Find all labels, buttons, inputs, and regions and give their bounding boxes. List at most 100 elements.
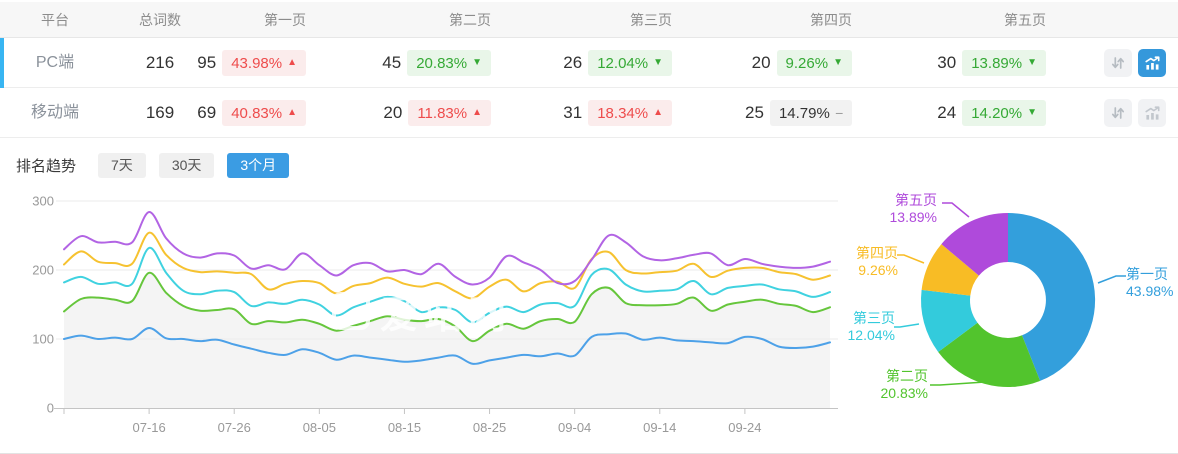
donut-label-name: 第五页 (895, 192, 937, 208)
table-header: 平台 总词数 第一页 第二页 第三页 第四页 第五页 (0, 2, 1178, 38)
donut-slice-page4[interactable] (921, 244, 979, 296)
page-percent-badge: 9.26% ▼ (776, 50, 852, 76)
page-percent-badge: 20.83% ▼ (407, 50, 491, 76)
x-tick-label: 09-14 (643, 420, 676, 435)
trend-down-icon: ▼ (1027, 57, 1037, 68)
donut-slice-page5[interactable] (941, 213, 1008, 276)
donut-label-name: 第四页 (856, 245, 898, 261)
page5-cell: 30 13.89% ▼ (856, 50, 1050, 76)
page-share-donut-chart (894, 202, 1126, 388)
row-actions (1050, 99, 1178, 127)
total-words-value: 216 (145, 53, 175, 72)
page-percent-badge: 18.34% ▲ (588, 100, 672, 126)
total-words-value: 169 (145, 103, 175, 122)
trend-line-page2 (63, 271, 831, 343)
row-actions (1050, 49, 1178, 77)
x-tick-label: 07-16 (132, 420, 165, 435)
page3-cell: 26 12.04% ▼ (495, 50, 676, 76)
page-percent-badge: 13.89% ▼ (962, 50, 1046, 76)
sort-updown-icon (1111, 57, 1125, 69)
trend-range-tab-0[interactable]: 7天 (98, 152, 146, 178)
x-tick-label: 08-05 (303, 420, 336, 435)
page-count: 24 (937, 103, 957, 122)
donut-label-page4: 第四页 9.26% (856, 245, 898, 278)
column-header-page1: 第一页 (264, 11, 306, 28)
sort-compare-button[interactable] (1104, 99, 1132, 127)
page-count: 20 (383, 103, 403, 122)
page-count: 20 (751, 53, 771, 72)
table-row-mobile[interactable]: 移动端 169 69 40.83% ▲ 20 11.83% ▲ 31 18.34% ▲ 25 14.79… (0, 88, 1178, 138)
page5-cell: 24 14.20% ▼ (856, 100, 1050, 126)
y-tick-label: 100 (32, 332, 54, 347)
x-tick-label: 07-26 (218, 420, 251, 435)
page-count: 45 (382, 53, 402, 72)
show-trend-chart-button[interactable] (1138, 49, 1166, 77)
sort-updown-icon (1111, 107, 1125, 119)
donut-label-page3: 第三页 12.04% (848, 310, 895, 343)
trend-up-icon: ▲ (653, 107, 663, 118)
donut-label-name: 第三页 (853, 310, 895, 326)
donut-label-connector-page3 (894, 323, 920, 328)
column-header-page3: 第三页 (630, 11, 672, 28)
trend-line-page4 (63, 231, 831, 300)
column-header-page4: 第四页 (810, 11, 852, 28)
trend-range-tabs: 7天 30天 3个月 (98, 152, 302, 178)
donut-label-connector-page2 (930, 381, 986, 386)
x-tick-label: 08-15 (388, 420, 421, 435)
page-percent-badge: 43.98% ▲ (222, 50, 306, 76)
page-count: 31 (563, 103, 583, 122)
table-row-pc[interactable]: PC端 216 95 43.98% ▲ 45 20.83% ▼ 26 12.04% ▼ 20 9.26%… (0, 38, 1178, 88)
trend-line-page5 (63, 211, 831, 286)
donut-label-connector-page4 (897, 254, 925, 264)
y-tick-label: 300 (32, 194, 54, 209)
show-trend-chart-button[interactable] (1138, 99, 1166, 127)
donut-slice-page1[interactable] (1008, 212, 1096, 381)
y-tick-label: 200 (32, 263, 54, 278)
donut-slice-page2[interactable] (938, 322, 1041, 388)
trend-up-icon: ▲ (287, 107, 297, 118)
page-count: 25 (745, 103, 764, 122)
trend-chart-icon (1144, 105, 1159, 120)
donut-label-percent: 12.04% (847, 326, 895, 343)
page-count: 95 (197, 53, 217, 72)
page2-cell: 20 11.83% ▲ (310, 100, 495, 126)
page-count: 30 (937, 53, 957, 72)
donut-label-percent: 20.83% (880, 384, 928, 401)
page1-cell: 95 43.98% ▲ (197, 50, 310, 76)
column-header-platform: 平台 (41, 11, 69, 28)
donut-label-percent: 43.98% (1126, 282, 1174, 299)
page-count: 69 (197, 103, 217, 122)
trend-range-tab-2[interactable]: 3个月 (227, 152, 290, 178)
page3-cell: 31 18.34% ▲ (495, 100, 676, 126)
donut-label-name: 第一页 (1126, 266, 1168, 282)
trend-up-icon: ▲ (287, 57, 297, 68)
platform-label: PC端 (0, 38, 110, 88)
donut-label-connector-page5 (942, 202, 970, 218)
x-tick-label: 09-24 (728, 420, 761, 435)
trend-range-tab-1[interactable]: 30天 (158, 152, 215, 178)
rank-trend-line-chart: 07-16 07-26 08-05 08-15 08-25 09-04 09-14 09-24… (32, 194, 838, 435)
sort-compare-button[interactable] (1104, 49, 1132, 77)
page-percent-badge: 40.83% ▲ (222, 100, 306, 126)
page-percent-badge: 11.83% ▲ (408, 100, 491, 126)
donut-label-percent: 13.89% (889, 208, 937, 225)
trend-line-page1 (63, 326, 831, 365)
trend-section-title: 排名趋势 (16, 157, 77, 175)
x-tick-label: 09-04 (558, 420, 591, 435)
donut-label-name: 第二页 (886, 368, 928, 384)
area-fill (64, 272, 830, 408)
page4-cell: 25 14.79% − (676, 100, 856, 126)
y-tick-label: 0 (47, 401, 54, 416)
trend-down-icon: ▼ (833, 57, 843, 68)
donut-label-page5: 第五页 13.89% (890, 192, 937, 225)
donut-label-percent: 9.26% (858, 261, 898, 278)
trend-down-icon: ▼ (472, 57, 482, 68)
donut-slice-page3[interactable] (921, 289, 978, 352)
column-header-page2: 第二页 (449, 11, 491, 28)
donut-label-page2: 第二页 20.83% (881, 368, 928, 401)
trend-line-page3 (63, 246, 831, 324)
trend-down-icon: ▼ (653, 57, 663, 68)
platform-label: 移动端 (30, 104, 79, 121)
trend-up-icon: ▲ (472, 107, 482, 118)
